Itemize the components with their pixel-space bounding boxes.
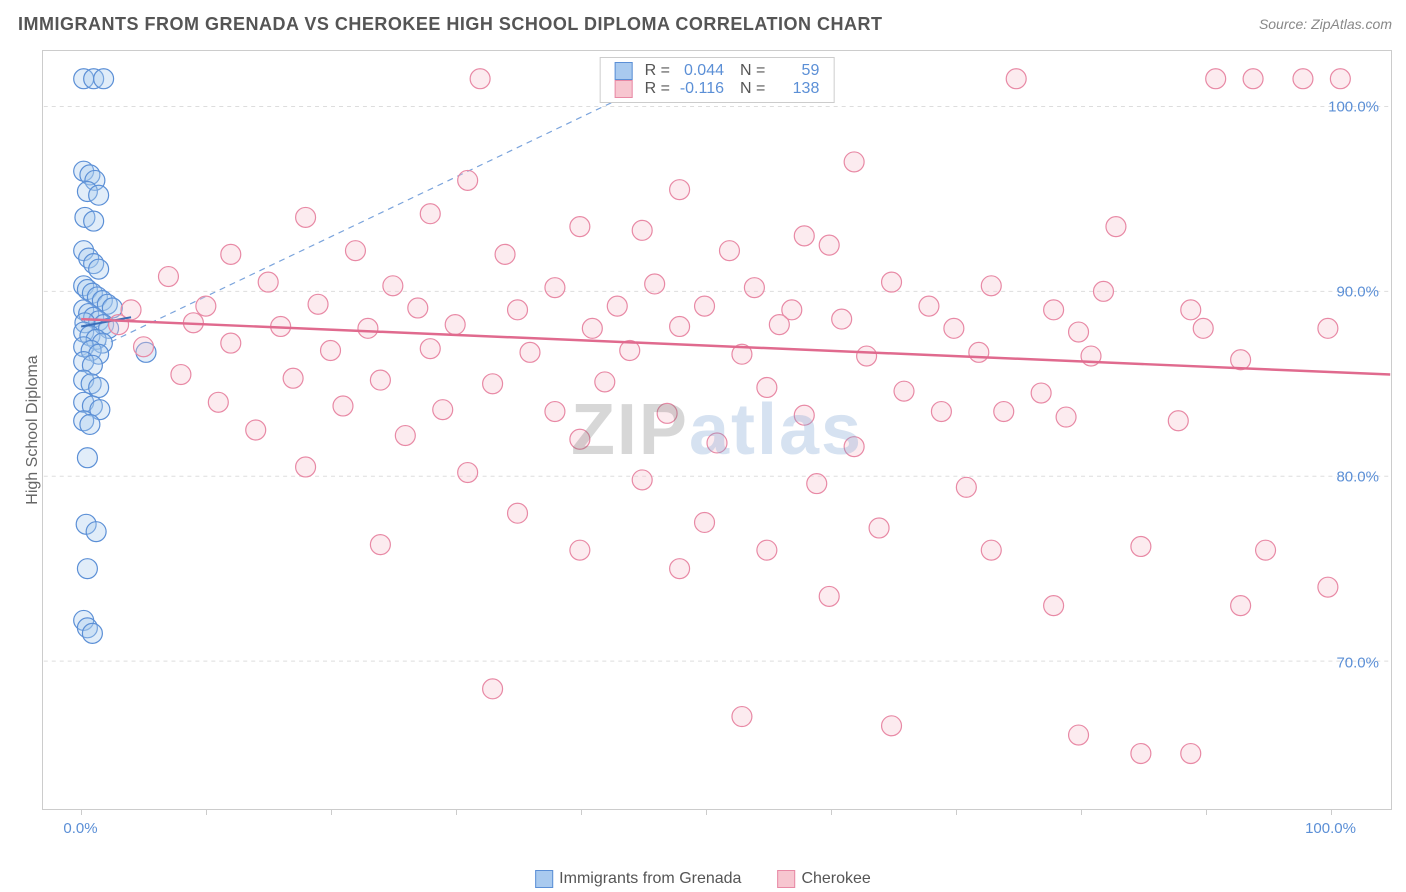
x-tick: [81, 809, 82, 815]
stats-row-grenada: R = 0.044 N = 59: [615, 62, 820, 80]
series-legend: Immigrants from Grenada Cherokee: [535, 870, 871, 888]
legend-label-cherokee: Cherokee: [801, 870, 870, 888]
x-tick: [1206, 809, 1207, 815]
stat-N-label: N =: [740, 62, 765, 80]
x-tick: [581, 809, 582, 815]
x-tick: [1331, 809, 1332, 815]
x-tick: [706, 809, 707, 815]
chart-title: IMMIGRANTS FROM GRENADA VS CHEROKEE HIGH…: [18, 14, 883, 35]
x-tick: [1081, 809, 1082, 815]
y-tick-label: 70.0%: [1336, 654, 1379, 671]
x-tick: [456, 809, 457, 815]
swatch-grenada: [615, 62, 633, 80]
legend-item-cherokee: Cherokee: [777, 870, 870, 888]
x-tick: [331, 809, 332, 815]
stat-N-label2: N =: [740, 80, 765, 98]
x-tick: [831, 809, 832, 815]
legend-swatch-grenada: [535, 870, 553, 888]
legend-swatch-cherokee: [777, 870, 795, 888]
stats-row-cherokee: R = -0.116 N = 138: [615, 80, 820, 98]
stat-R-label: R =: [645, 62, 670, 80]
stat-N-grenada: 59: [771, 62, 819, 80]
stat-R-grenada: 0.044: [676, 62, 724, 80]
stat-N-cherokee: 138: [771, 80, 819, 98]
swatch-cherokee: [615, 80, 633, 98]
legend-label-grenada: Immigrants from Grenada: [559, 870, 741, 888]
stat-R-cherokee: -0.116: [676, 80, 724, 98]
stat-R-label2: R =: [645, 80, 670, 98]
chart-svg: [43, 51, 1391, 809]
x-tick-label: 0.0%: [63, 820, 97, 837]
stats-legend: R = 0.044 N = 59 R = -0.116 N = 138: [600, 57, 835, 103]
plot-frame: High School Diploma ZIPatlas R = 0.044 N…: [42, 50, 1392, 810]
y-tick-label: 100.0%: [1328, 98, 1379, 115]
legend-item-grenada: Immigrants from Grenada: [535, 870, 741, 888]
y-tick-label: 90.0%: [1336, 283, 1379, 300]
x-tick: [956, 809, 957, 815]
chart-header: IMMIGRANTS FROM GRENADA VS CHEROKEE HIGH…: [0, 0, 1406, 48]
x-tick-label: 100.0%: [1305, 820, 1356, 837]
y-axis-label: High School Diploma: [24, 355, 42, 504]
x-tick: [206, 809, 207, 815]
source-label: Source: ZipAtlas.com: [1259, 16, 1392, 32]
y-tick-label: 80.0%: [1336, 469, 1379, 486]
